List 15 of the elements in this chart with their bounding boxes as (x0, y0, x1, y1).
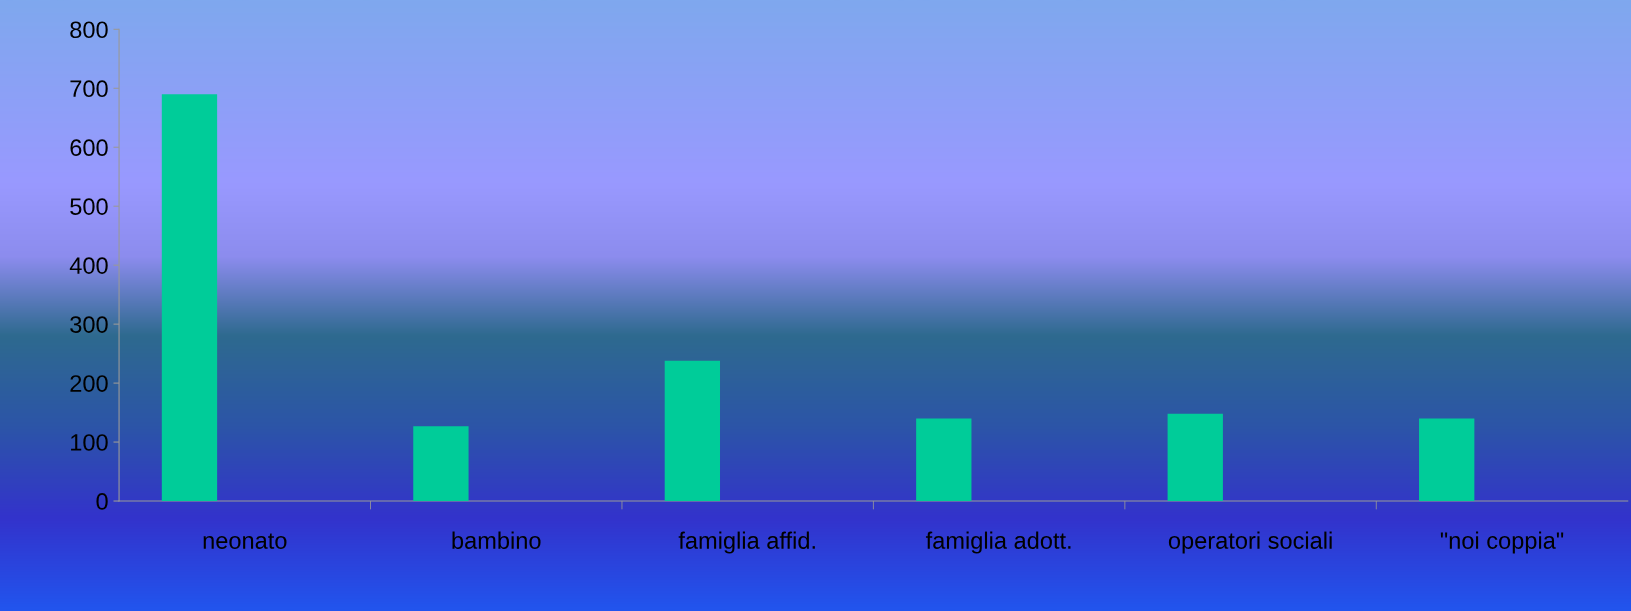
x-tick-label: neonato (203, 533, 287, 549)
y-tick-label: 700 (70, 80, 108, 98)
y-tick-label: 400 (69, 257, 108, 274)
x-tick-label: "noi coppia" (1440, 531, 1564, 554)
y-tick-label: 0 (96, 493, 108, 510)
x-tick-label: bambino (452, 531, 541, 549)
y-tick-label: 800 (70, 21, 108, 39)
y-tick-label: 100 (71, 434, 108, 451)
x-tick-label: operatori sociali (1168, 531, 1332, 554)
y-tick-label: 600 (70, 139, 108, 157)
y-tick-label: 300 (70, 316, 108, 333)
x-tick-label: famiglia affid. (678, 531, 815, 554)
y-tick-label: 500 (70, 198, 108, 215)
y-tick-label: 200 (70, 375, 108, 392)
x-tick-label: famiglia adott. (925, 531, 1071, 554)
